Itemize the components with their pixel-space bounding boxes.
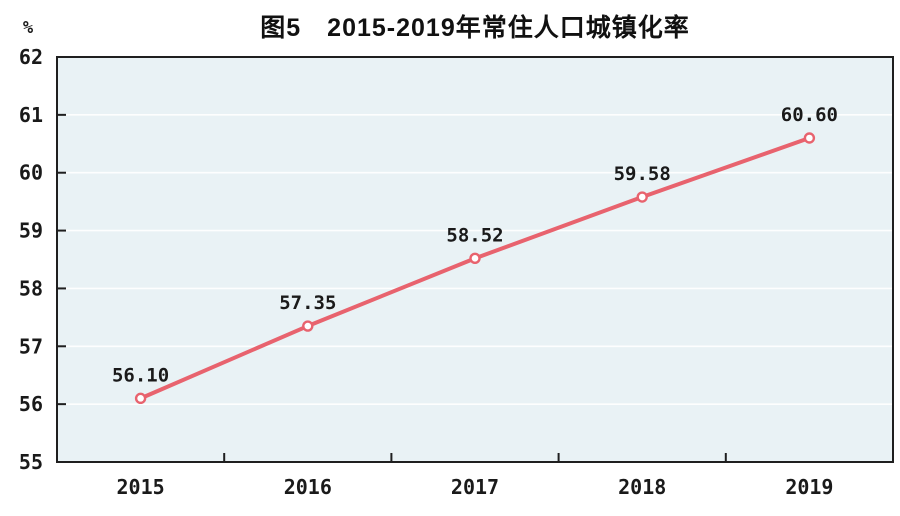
data-label: 58.52	[446, 224, 503, 246]
data-point-marker	[803, 132, 816, 144]
y-axis-tick-label: 55	[19, 450, 43, 474]
x-axis-tick-label: 2016	[284, 475, 332, 499]
data-label: 56.10	[112, 364, 169, 386]
x-axis-tick-label: 2018	[618, 475, 666, 499]
y-axis-tick-label: 57	[19, 334, 43, 358]
y-axis-unit-label: %	[23, 18, 34, 38]
data-label: 60.60	[781, 104, 838, 126]
y-axis-tick-label: 58	[19, 276, 43, 300]
data-point-marker	[469, 252, 481, 265]
data-point-marker	[636, 191, 648, 203]
y-axis-tick-label: 61	[19, 103, 43, 127]
data-label: 59.58	[614, 163, 671, 185]
plot-border	[56, 56, 894, 463]
y-axis-tick-label: 60	[19, 161, 43, 185]
y-axis-tick-label: 62	[19, 45, 43, 69]
data-point-marker	[134, 392, 147, 405]
data-point-marker	[302, 320, 314, 332]
y-axis-tick-label: 56	[19, 392, 43, 416]
y-axis-tick-label: 59	[19, 219, 43, 243]
x-axis-tick-label: 2019	[785, 475, 833, 499]
x-axis-tick-label: 2015	[117, 475, 165, 499]
chart-title: 图5 2015-2019年常住人口城镇化率	[260, 14, 690, 42]
data-label: 57.35	[279, 292, 336, 314]
x-axis-tick-label: 2017	[451, 475, 499, 499]
